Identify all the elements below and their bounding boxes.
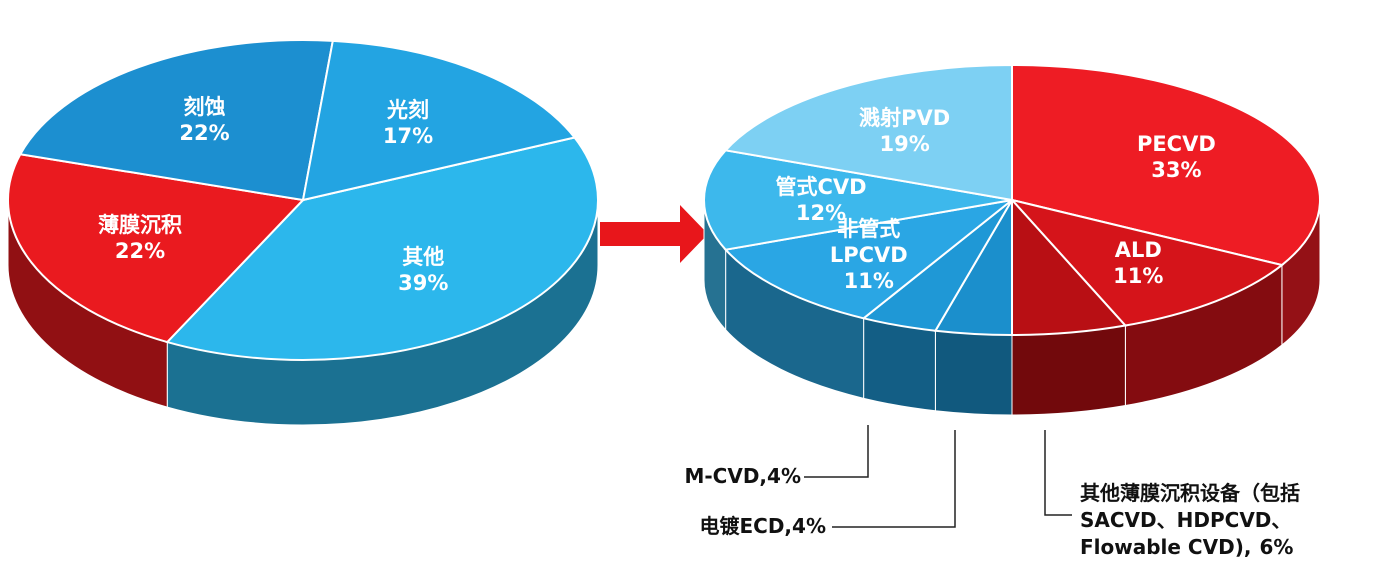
slice-name: PECVD	[1136, 132, 1216, 157]
slice-label: 非管式LPCVD 11%	[813, 216, 925, 294]
slice	[703, 149, 1013, 251]
slice-value: 22%	[114, 238, 166, 263]
slice-side	[1011, 324, 1126, 416]
slice-name: 管式CVD	[775, 175, 867, 199]
slice-name: 非管式LPCVD	[829, 217, 908, 268]
slice-label: 其他 39%	[367, 244, 479, 296]
slice-label: 电镀ECD,4%	[699, 513, 826, 540]
slice	[723, 199, 1013, 320]
slice-name: M-CVD,	[684, 464, 768, 488]
slice	[1009, 198, 1285, 327]
slice-label: 其他薄膜沉积设备（包括SACVD、HDPCVD、Flowable CVD), 6%	[1080, 480, 1375, 561]
slice-name: 光刻	[387, 97, 430, 122]
slice-name: 其他	[402, 245, 445, 270]
slice	[165, 136, 599, 361]
slice-value: 4%	[792, 514, 826, 538]
slice-value: 11%	[843, 269, 894, 294]
slice-value: 39%	[398, 271, 449, 296]
slice-name: ALD	[1114, 237, 1162, 262]
slice-value: 33%	[1151, 158, 1202, 183]
arrow	[600, 205, 708, 263]
slice-value: 11%	[1113, 263, 1164, 288]
slice-value: 6%	[1259, 535, 1294, 559]
slice	[723, 63, 1013, 202]
slice-label: 刻蚀 22%	[149, 94, 261, 146]
slice-value: 19%	[879, 131, 930, 156]
slice-side	[934, 330, 1013, 416]
slice-value: 12%	[795, 201, 847, 225]
slice-label: 光刻 17%	[352, 97, 464, 149]
leader-line	[832, 430, 956, 528]
leader-line	[804, 425, 869, 478]
slice-name: 刻蚀	[183, 95, 226, 120]
slice-side	[863, 317, 936, 412]
slice-value: 17%	[382, 123, 434, 148]
slice-label: ALD 11%	[1082, 237, 1194, 289]
slice	[301, 39, 577, 202]
slice	[18, 39, 335, 202]
slice-label: 溅射PVD 19%	[849, 105, 961, 157]
slice-value: 4%	[767, 464, 801, 488]
slice-label: 管式CVD 12%	[765, 174, 877, 226]
slice-value: 22%	[179, 121, 230, 146]
slice-label: M-CVD,4%	[684, 463, 801, 490]
slice-label: PECVD 33%	[1120, 131, 1232, 183]
slice-name: 其他薄膜沉积设备（包括SACVD、HDPCVD、Flowable CVD),	[1080, 481, 1300, 559]
slice-name: 电镀ECD,	[699, 514, 793, 538]
leader-line	[1044, 430, 1072, 516]
slice	[1011, 63, 1321, 267]
slice-label: 薄膜沉积 22%	[84, 212, 196, 264]
slice-name: 薄膜沉积	[98, 212, 183, 237]
slice	[7, 153, 306, 344]
slice-name: 溅射PVD	[859, 105, 951, 130]
